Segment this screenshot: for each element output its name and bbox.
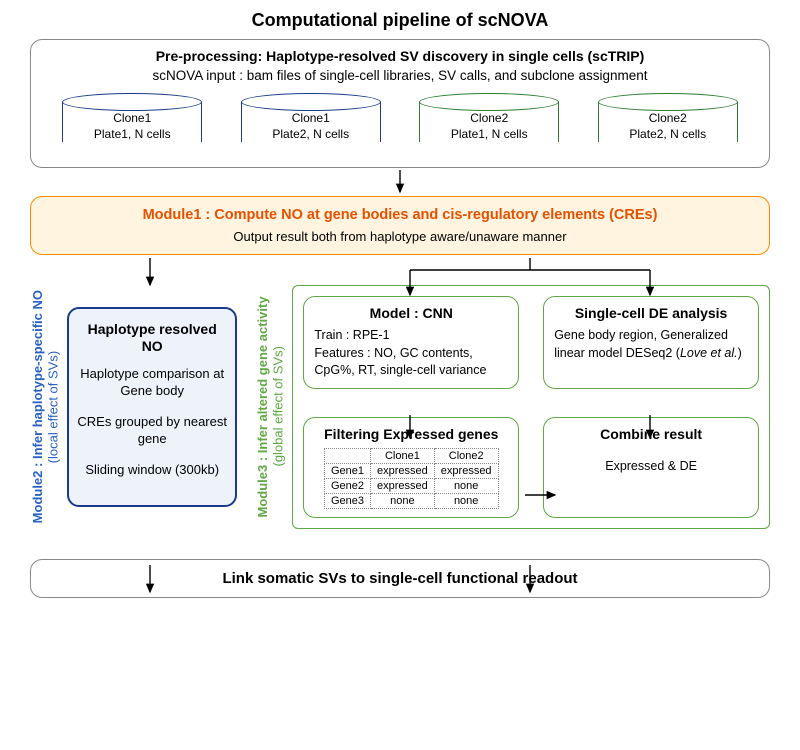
module1-box: Module1 : Compute NO at gene bodies and … <box>30 196 770 255</box>
model-cnn-box: Model : CNN Train : RPE-1Features : NO, … <box>303 296 519 389</box>
module2-label: Module2 : Infer haplotype-specific NO (l… <box>30 290 61 523</box>
module1-heading: Module1 : Compute NO at gene bodies and … <box>41 207 759 223</box>
module2-p1: Haplotype comparison at Gene body <box>77 366 227 400</box>
module3-wrap: Module3 : Infer altered gene activity (g… <box>255 285 770 529</box>
preproc-sub: scNOVA input : bam files of single-cell … <box>43 68 757 83</box>
module2-p3: Sliding window (300kb) <box>77 462 227 479</box>
module3-box: Model : CNN Train : RPE-1Features : NO, … <box>292 285 770 529</box>
cylinder-clone1-plate2: Clone1Plate2, N cells <box>241 93 381 151</box>
cylinder-clone1-plate1: Clone1Plate1, N cells <box>62 93 202 151</box>
module3-label: Module3 : Infer altered gene activity (g… <box>255 285 286 529</box>
de-analysis-box: Single-cell DE analysis Gene body region… <box>543 296 759 389</box>
preproc-heading: Pre-processing: Haplotype-resolved SV di… <box>43 48 757 64</box>
filter-heading: Filtering Expressed genes <box>314 426 508 442</box>
module1-sub: Output result both from haplotype aware/… <box>41 229 759 244</box>
page-title: Computational pipeline of scNOVA <box>30 10 770 31</box>
combine-heading: Combine result <box>554 426 748 442</box>
combine-box: Combine result Expressed & DE <box>543 417 759 518</box>
cylinder-clone2-plate2: Clone2Plate2, N cells <box>598 93 738 151</box>
cylinder-row: Clone1Plate1, N cells Clone1Plate2, N ce… <box>43 93 757 159</box>
filter-box: Filtering Expressed genes Clone1 Clone2 … <box>303 417 519 518</box>
module2-p2: CREs grouped by nearest gene <box>77 414 227 448</box>
module2-box: Haplotype resolved NO Haplotype comparis… <box>67 307 237 507</box>
final-box: Link somatic SVs to single-cell function… <box>30 559 770 598</box>
modules-row: Module2 : Infer haplotype-specific NO (l… <box>30 285 770 529</box>
module2-heading: Haplotype resolved NO <box>77 321 227 355</box>
filter-table: Clone1 Clone2 Gene1expressedexpressed Ge… <box>324 448 499 509</box>
module2-wrap: Module2 : Infer haplotype-specific NO (l… <box>30 285 237 529</box>
model-heading: Model : CNN <box>314 305 508 321</box>
cylinder-clone2-plate1: Clone2Plate1, N cells <box>419 93 559 151</box>
de-heading: Single-cell DE analysis <box>554 305 748 321</box>
preprocessing-box: Pre-processing: Haplotype-resolved SV di… <box>30 39 770 168</box>
